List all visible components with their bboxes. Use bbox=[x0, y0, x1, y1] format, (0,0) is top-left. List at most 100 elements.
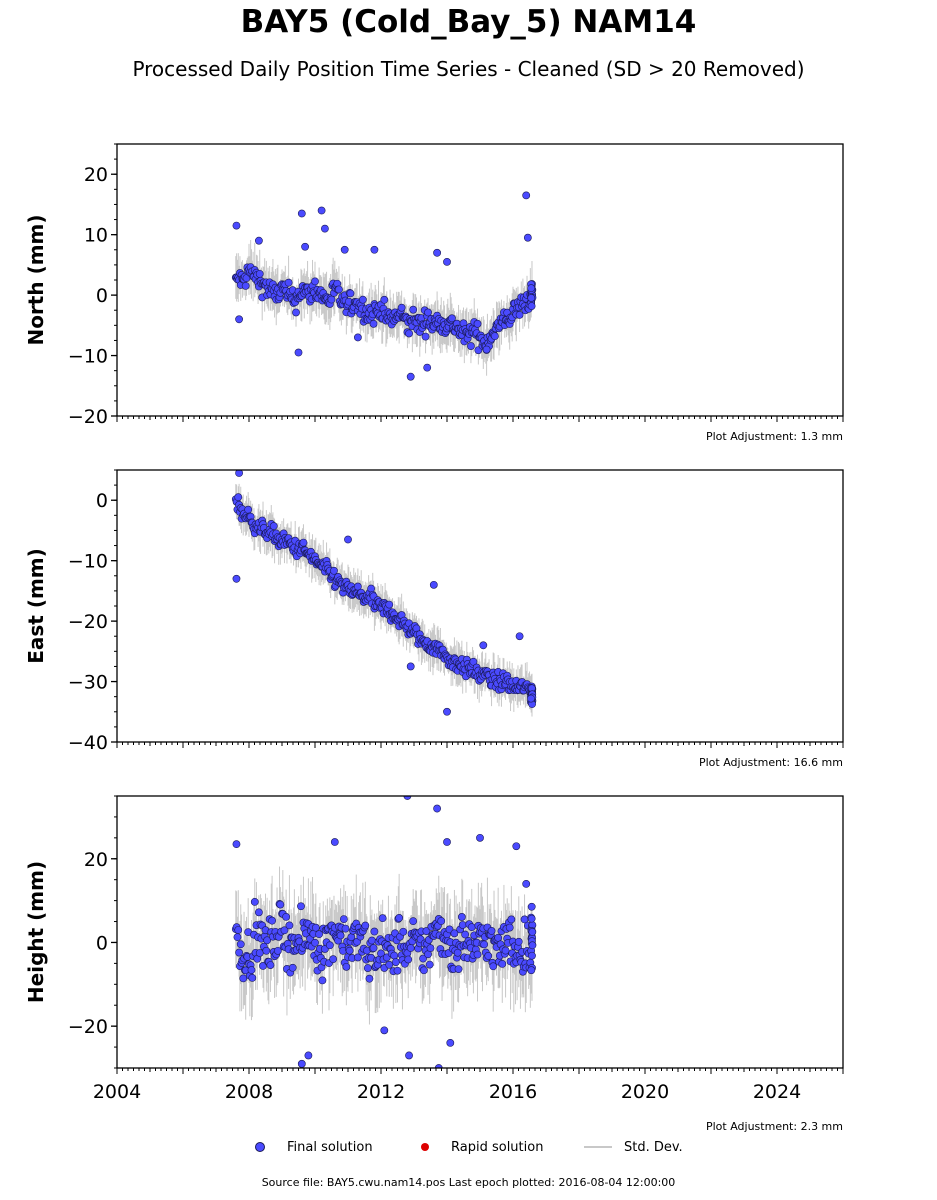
data-point bbox=[528, 941, 537, 950]
data-point bbox=[527, 294, 536, 302]
data-point bbox=[393, 966, 402, 975]
data-point bbox=[311, 277, 319, 286]
outlier-point bbox=[297, 209, 306, 218]
data-point bbox=[467, 923, 476, 932]
outlier-point bbox=[294, 348, 303, 357]
data-point bbox=[527, 902, 536, 911]
outlier-point bbox=[235, 315, 243, 324]
data-point bbox=[467, 342, 475, 350]
data-point bbox=[234, 493, 243, 502]
data-point bbox=[358, 295, 367, 304]
x-tick-label: 2020 bbox=[621, 1081, 669, 1103]
x-tick-label: 2012 bbox=[357, 1081, 405, 1103]
data-point bbox=[255, 949, 264, 957]
panel-1: 0 −10 −20 −30 −40 East (mm) Plot Adjustment: 1… bbox=[24, 469, 844, 769]
y-tick-label: −20 bbox=[68, 1016, 108, 1038]
data-point bbox=[409, 917, 418, 926]
data-point bbox=[341, 924, 350, 933]
legend-std-label: Std. Dev. bbox=[624, 1139, 683, 1155]
outlier-point bbox=[297, 1059, 306, 1068]
data-point bbox=[458, 921, 467, 929]
outlier-point bbox=[433, 804, 441, 813]
y-tick-label: −20 bbox=[68, 406, 108, 428]
plot-adjustment-note-1: Plot Adjustment: 16.6 mm bbox=[699, 756, 843, 769]
chart-subtitle: Processed Daily Position Time Series - C… bbox=[132, 57, 805, 81]
data-point bbox=[461, 930, 470, 939]
outlier-point bbox=[330, 838, 339, 846]
data-point bbox=[507, 915, 516, 924]
data-point bbox=[406, 944, 415, 952]
outlier-point bbox=[254, 236, 263, 245]
data-point bbox=[527, 302, 536, 310]
axes-frame-0 bbox=[116, 143, 844, 417]
data-point bbox=[409, 305, 418, 314]
data-point bbox=[263, 936, 272, 945]
data-point bbox=[282, 912, 291, 921]
data-point bbox=[380, 295, 389, 304]
data-point bbox=[276, 900, 285, 909]
outlier-point bbox=[443, 838, 451, 846]
outlier-point bbox=[476, 833, 484, 842]
x-tick-label: 2016 bbox=[489, 1081, 537, 1103]
data-point bbox=[280, 926, 289, 935]
data-point bbox=[273, 946, 282, 955]
data-point bbox=[311, 923, 320, 932]
data-point bbox=[419, 966, 428, 975]
data-point bbox=[266, 961, 275, 969]
y-tick-label: 0 bbox=[96, 285, 108, 307]
data-point bbox=[236, 940, 245, 949]
y-tick-label: 20 bbox=[84, 849, 108, 871]
data-point bbox=[339, 915, 348, 924]
plot-adjustment-note-0: Plot Adjustment: 1.3 mm bbox=[706, 430, 843, 443]
panel-0: 20 10 0 −10 −20 North (mm) Plot Adjustment: 1.… bbox=[24, 143, 844, 443]
data-point bbox=[255, 269, 264, 278]
y-tick-label: −20 bbox=[68, 611, 108, 633]
data-point bbox=[268, 916, 276, 925]
outlier-point bbox=[522, 879, 531, 888]
outlier-point bbox=[479, 641, 488, 650]
data-point bbox=[424, 308, 432, 317]
data-point bbox=[385, 600, 394, 609]
x-tick-label: 2004 bbox=[93, 1081, 141, 1103]
y-axis-label-2: Height (mm) bbox=[24, 861, 48, 1003]
y-axis-label-0: North (mm) bbox=[24, 214, 48, 345]
outlier-point bbox=[443, 707, 451, 716]
data-point bbox=[269, 522, 278, 530]
data-point bbox=[262, 946, 271, 955]
legend-final-label: Final solution bbox=[287, 1139, 373, 1155]
data-point bbox=[327, 295, 336, 304]
data-point bbox=[346, 289, 355, 298]
outlier-point bbox=[512, 842, 521, 851]
outlier-point bbox=[344, 535, 352, 544]
data-point bbox=[514, 937, 523, 946]
data-point bbox=[490, 332, 499, 341]
data-point bbox=[457, 913, 466, 921]
data-point bbox=[284, 278, 293, 287]
rapid-solution-marker bbox=[421, 1143, 429, 1151]
legend-rapid: Rapid solution bbox=[421, 1137, 543, 1157]
x-tick-label: 2024 bbox=[753, 1081, 801, 1103]
data-point bbox=[241, 281, 250, 290]
y-tick-label: 10 bbox=[84, 225, 108, 247]
data-point bbox=[454, 965, 463, 973]
outlier-point bbox=[446, 1038, 455, 1047]
y-tick-label: 0 bbox=[96, 932, 108, 954]
data-point bbox=[353, 582, 362, 591]
data-point bbox=[336, 931, 345, 940]
y-tick-label: −10 bbox=[68, 346, 108, 368]
final-solution-points-1 bbox=[231, 470, 537, 716]
outlier-point bbox=[522, 191, 531, 200]
outlier-point bbox=[370, 245, 379, 254]
data-point bbox=[419, 954, 427, 963]
outlier-point bbox=[406, 372, 415, 381]
data-point bbox=[527, 966, 536, 975]
data-point bbox=[426, 944, 435, 953]
y-tick-label: −40 bbox=[68, 732, 108, 754]
outlier-point bbox=[406, 662, 415, 671]
plot-area-2 bbox=[231, 796, 537, 1068]
data-point bbox=[527, 694, 535, 703]
data-point bbox=[247, 966, 256, 974]
data-point bbox=[527, 284, 536, 293]
data-point bbox=[335, 285, 343, 294]
